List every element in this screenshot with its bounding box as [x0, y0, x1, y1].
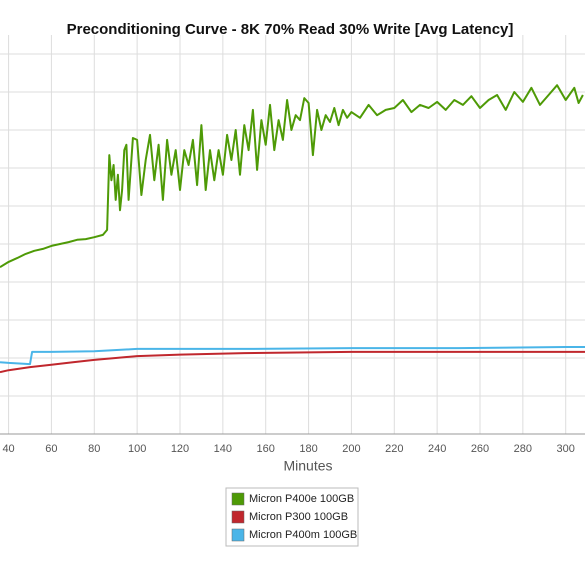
x-tick-label: 220 — [385, 443, 403, 455]
legend-label: Micron P400e 100GB — [249, 493, 354, 505]
series-line — [0, 350, 585, 374]
legend-label: Micron P300 100GB — [249, 511, 348, 523]
series-line — [0, 346, 585, 366]
x-tick-label: 60 — [45, 443, 57, 455]
x-tick-label: 200 — [342, 443, 360, 455]
series-line — [0, 84, 584, 269]
x-tick-label: 100 — [128, 443, 146, 455]
x-tick-label: 160 — [257, 443, 275, 455]
legend-label: Micron P400m 100GB — [249, 529, 357, 541]
x-axis-label: Minutes — [283, 458, 332, 474]
legend-swatch — [231, 510, 245, 524]
x-tick-label: 140 — [214, 443, 232, 455]
x-tick-label: 80 — [88, 443, 100, 455]
plot-area — [0, 35, 585, 435]
legend-swatch — [231, 492, 245, 506]
chart-title: Preconditioning Curve - 8K 70% Read 30% … — [67, 21, 514, 38]
x-tick-label: 260 — [471, 443, 489, 455]
x-tick-label: 180 — [299, 443, 317, 455]
x-tick-label: 120 — [171, 443, 189, 455]
x-tick-label: 40 — [2, 443, 14, 455]
legend-box — [225, 487, 359, 547]
x-tick-label: 300 — [557, 443, 575, 455]
x-tick-label: 280 — [514, 443, 532, 455]
x-tick-label: 240 — [428, 443, 446, 455]
legend: Micron P400e 100GB Micron P300 100GB Micro… — [231, 492, 357, 542]
legend-swatch — [231, 528, 245, 542]
